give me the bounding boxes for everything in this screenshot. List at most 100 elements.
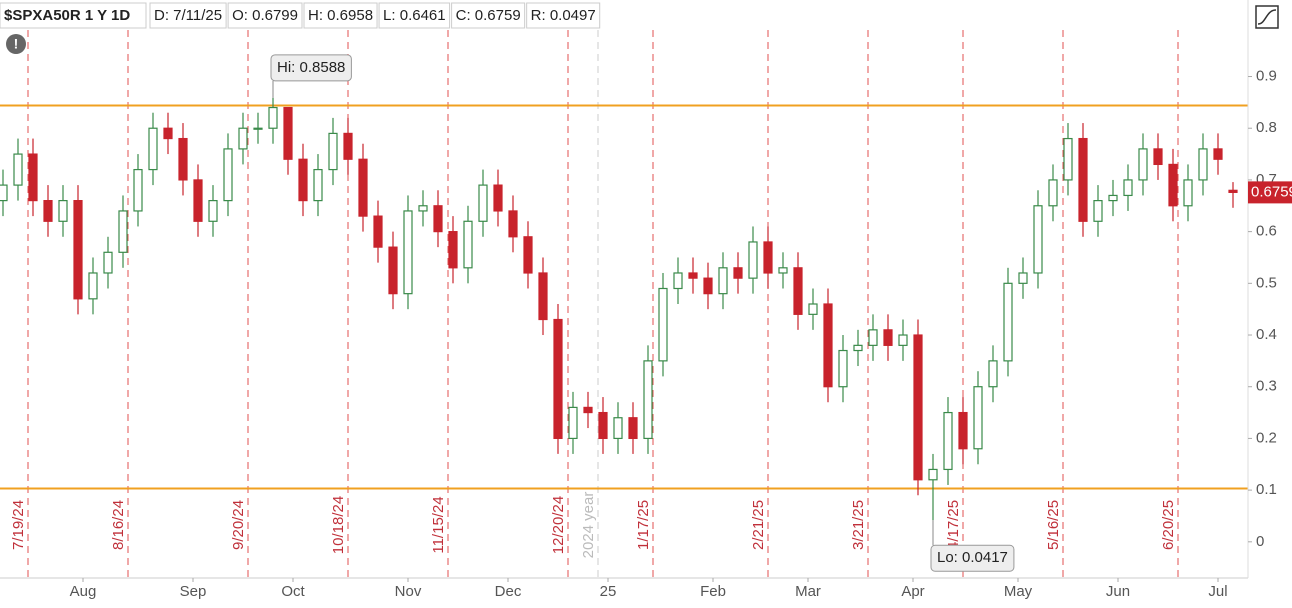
candle-body [268,106,278,129]
candle-body [1228,189,1238,193]
header-box [0,2,147,29]
candle-body [388,246,398,295]
candle-body [283,106,293,160]
candle-body [973,386,983,450]
candle-body [808,303,818,315]
hi-box [270,54,352,82]
header-field: H: 0.6958 [308,7,373,24]
candle-body [643,360,653,440]
draw-tool-curve [1257,9,1277,25]
header-field: O: 0.6799 [232,7,298,24]
candle-body [913,334,923,481]
candle-body [883,329,893,346]
event-label: 4/17/25 [945,500,962,550]
y-tick-label: 0.8 [1256,119,1277,136]
x-tick-label: 25 [600,583,617,600]
x-tick-label: Oct [281,583,305,600]
header-box [451,2,526,29]
candle-body [1168,163,1178,207]
x-tick-label: May [1004,583,1033,600]
event-label: 5/16/25 [1045,500,1062,550]
candle-body [313,168,323,202]
candle-body [433,205,443,233]
header-field: C: 0.6759 [456,7,521,24]
draw-tool-frame [1255,5,1279,29]
candle-body [958,411,968,450]
header-box [378,2,451,29]
lo-label: Lo: 0.0417 [937,549,1008,566]
y-tick-label: 0.2 [1256,429,1277,446]
candle-body [88,272,98,300]
x-tick-label: Aug [70,583,97,600]
candle-body [688,272,698,279]
candle-body [223,148,233,202]
header-field: D: 7/11/25 [154,7,222,24]
candle-body [1123,179,1133,197]
candle-body [718,267,728,295]
candle-body [118,210,128,253]
header-box [303,2,378,29]
header-box [526,2,601,29]
candle-body [253,127,263,130]
draw-tool-icon[interactable] [1255,5,1279,29]
alert-icon-mark: ! [14,36,19,52]
candle-body [598,411,608,440]
candle-body [1153,148,1163,166]
y-tick-label: 0.9 [1256,67,1277,84]
candle-body [523,236,533,274]
candle-body [13,153,23,186]
y-tick-label: 0.3 [1256,378,1277,395]
lo-callout: Lo: 0.0417 [930,520,1015,572]
y-tick-label: 0 [1256,533,1264,550]
candle-body [478,184,488,222]
header-field: R: 0.0497 [531,7,596,24]
candle-body [1138,148,1148,181]
header-box [149,2,227,29]
candle-body [208,200,218,222]
candle-body [538,272,548,321]
candle-body [793,267,803,315]
candle-body [943,411,953,471]
event-label: 6/20/25 [1160,500,1177,550]
lo-box [930,544,1015,572]
candle-body [238,127,248,150]
header-box [227,2,303,29]
candle-body [553,318,563,440]
candle-body [418,205,428,212]
candle-body [853,344,863,352]
candle-body [1063,137,1073,181]
candle-body [778,267,788,274]
hi-callout: Hi: 0.8588 [270,54,352,98]
x-tick-label: Dec [495,583,522,600]
candle-body [748,241,758,279]
y-tick-label: 0.1 [1256,481,1277,498]
event-label: 7/19/24 [10,500,27,550]
candle-body [148,127,158,171]
candle-body [673,272,683,290]
candle-body [1048,179,1058,207]
candle-body [868,329,878,346]
event-label: 9/20/24 [230,500,247,550]
event-label: 12/20/24 [550,496,567,554]
candle-body [28,153,38,202]
alert-icon[interactable] [6,34,26,54]
x-tick-label: Sep [180,583,207,600]
header: $SPXA50R 1 Y 1D D: 7/11/25 O: 0.6799 H: 0.… [0,2,601,29]
candle-body [298,158,308,202]
candle-body [463,220,473,269]
candle-body [1213,148,1223,160]
y-tick-label: 0.6 [1256,223,1277,240]
candle-body [1003,282,1013,362]
x-tick-label: Mar [795,583,821,600]
candle-body [358,158,368,217]
last-price-tag: 0.6759 [1248,181,1292,204]
candle-body [403,210,413,295]
candle-body [658,287,668,362]
candle-body [568,406,578,440]
symbol: $SPXA50R 1 Y 1D [4,7,130,24]
candle-body [988,360,998,388]
last-price-box [1248,181,1292,204]
